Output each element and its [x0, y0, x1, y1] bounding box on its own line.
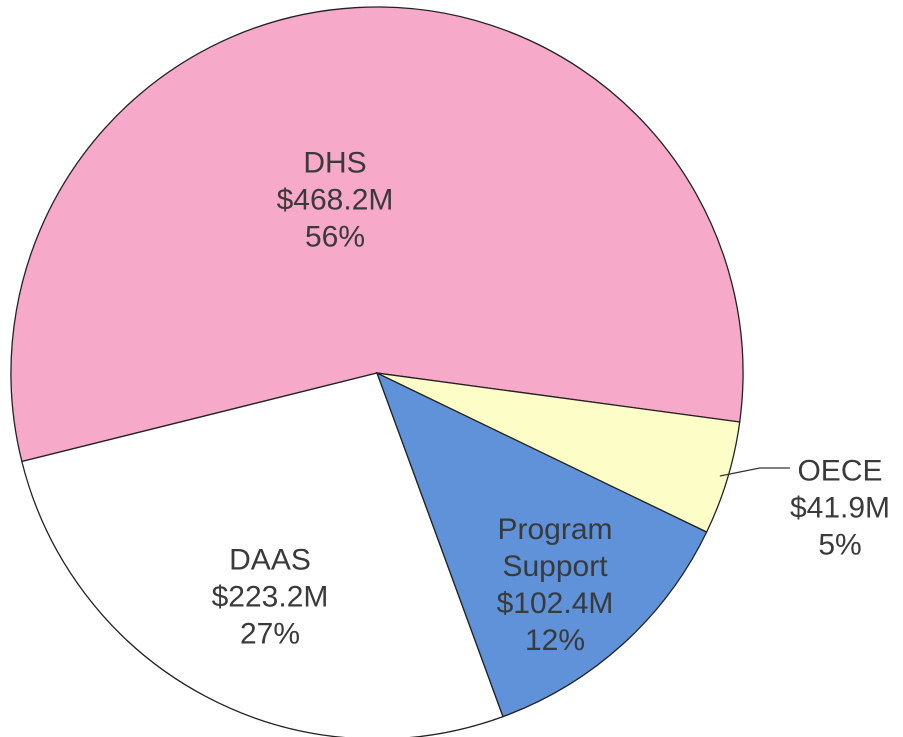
category-label: DAAS: [229, 543, 311, 577]
pie-slice: [21, 372, 504, 737]
value-label: $41.9M: [789, 491, 891, 525]
category-label: DHS: [303, 146, 367, 180]
percent-label: 12%: [524, 624, 586, 657]
pie-slice: [376, 372, 741, 533]
value-label: $102.4M: [496, 587, 614, 620]
category-label: OECE: [797, 454, 883, 488]
slice-label: Program Support $102.4M 12%: [497, 511, 614, 659]
slice-label: DHS $468.2M 56%: [277, 145, 394, 256]
slice-label: OECE $41.9M 5%: [790, 453, 890, 564]
percent-label: 56%: [304, 220, 366, 254]
leader-line: [719, 467, 790, 477]
percent-label: 27%: [239, 617, 301, 651]
value-label: $223.2M: [211, 580, 329, 614]
category-label: Program Support: [497, 513, 613, 583]
pie-slice: [10, 6, 744, 463]
pie-slice: [375, 371, 708, 718]
percent-label: 5%: [818, 528, 862, 562]
slice-label: DAAS $223.2M 27%: [212, 542, 329, 653]
value-label: $468.2M: [276, 183, 394, 217]
